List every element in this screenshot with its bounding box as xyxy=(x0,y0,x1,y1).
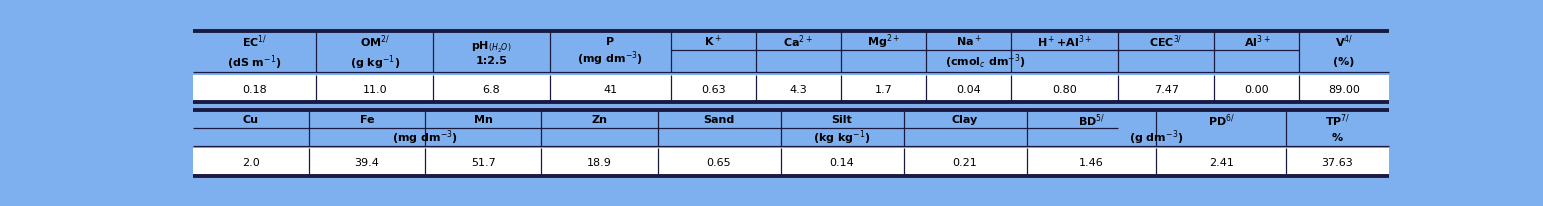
Text: (kg kg$^{-1}$): (kg kg$^{-1}$) xyxy=(813,128,870,146)
Text: Fe: Fe xyxy=(360,115,375,125)
Text: V$^{4/}$: V$^{4/}$ xyxy=(1335,33,1353,50)
Text: (cmol$_c$ dm$^{-3}$): (cmol$_c$ dm$^{-3}$) xyxy=(944,53,1026,71)
Text: %: % xyxy=(1332,132,1342,142)
Text: 0.14: 0.14 xyxy=(830,157,855,167)
Text: 0.65: 0.65 xyxy=(707,157,731,167)
Text: 0.80: 0.80 xyxy=(1052,84,1077,94)
Text: Zn: Zn xyxy=(591,115,608,125)
Text: 41: 41 xyxy=(603,84,617,94)
Text: Silt: Silt xyxy=(832,115,852,125)
Text: K$^+$: K$^+$ xyxy=(704,34,722,49)
Text: Cu: Cu xyxy=(242,115,259,125)
Text: Sand: Sand xyxy=(704,115,734,125)
Text: (%): (%) xyxy=(1333,57,1355,67)
Text: EC$^{1/}$
(dS m$^{-1}$): EC$^{1/}$ (dS m$^{-1}$) xyxy=(227,34,282,71)
Text: 4.3: 4.3 xyxy=(790,84,807,94)
Text: 51.7: 51.7 xyxy=(471,157,495,167)
Text: BD$^{5/}$: BD$^{5/}$ xyxy=(1077,111,1105,128)
Text: P
(mg dm$^{-3}$): P (mg dm$^{-3}$) xyxy=(577,37,643,68)
Text: 0.21: 0.21 xyxy=(952,157,977,167)
Text: 0.18: 0.18 xyxy=(242,84,267,94)
Text: OM$^{2/}$
(g kg$^{-1}$): OM$^{2/}$ (g kg$^{-1}$) xyxy=(350,34,400,71)
Text: pH$_{(H_2O)}$
1:2.5: pH$_{(H_2O)}$ 1:2.5 xyxy=(471,39,512,66)
Text: 0.63: 0.63 xyxy=(701,84,725,94)
Text: H$^+$+Al$^{3+}$: H$^+$+Al$^{3+}$ xyxy=(1037,33,1092,50)
Text: Al$^{3+}$: Al$^{3+}$ xyxy=(1244,33,1270,50)
Text: TP$^{7/}$: TP$^{7/}$ xyxy=(1325,111,1350,128)
Text: PD$^{6/}$: PD$^{6/}$ xyxy=(1208,111,1234,128)
Text: Na$^+$: Na$^+$ xyxy=(955,34,981,49)
Bar xyxy=(193,149,1389,176)
Text: 18.9: 18.9 xyxy=(586,157,613,167)
Text: (mg dm$^{-3}$): (mg dm$^{-3}$) xyxy=(392,128,458,146)
Text: 11.0: 11.0 xyxy=(363,84,387,94)
Text: 39.4: 39.4 xyxy=(355,157,380,167)
Text: 6.8: 6.8 xyxy=(483,84,500,94)
Text: CEC$^{3/}$: CEC$^{3/}$ xyxy=(1150,33,1183,50)
Bar xyxy=(193,32,1389,73)
Text: 37.63: 37.63 xyxy=(1321,157,1353,167)
Text: 2.41: 2.41 xyxy=(1208,157,1234,167)
Text: Ca$^{2+}$: Ca$^{2+}$ xyxy=(784,33,813,50)
Text: 0.04: 0.04 xyxy=(957,84,981,94)
Text: 89.00: 89.00 xyxy=(1329,84,1359,94)
Text: 7.47: 7.47 xyxy=(1154,84,1179,94)
Text: 1.46: 1.46 xyxy=(1079,157,1103,167)
Bar xyxy=(193,76,1389,103)
Text: (g dm$^{-3}$): (g dm$^{-3}$) xyxy=(1129,128,1183,146)
Text: Mn: Mn xyxy=(474,115,492,125)
Text: Mg$^{2+}$: Mg$^{2+}$ xyxy=(867,32,900,51)
Text: Clay: Clay xyxy=(952,115,978,125)
Text: 1.7: 1.7 xyxy=(875,84,892,94)
Text: 0.00: 0.00 xyxy=(1245,84,1270,94)
Bar xyxy=(193,111,1389,146)
Text: 2.0: 2.0 xyxy=(242,157,259,167)
